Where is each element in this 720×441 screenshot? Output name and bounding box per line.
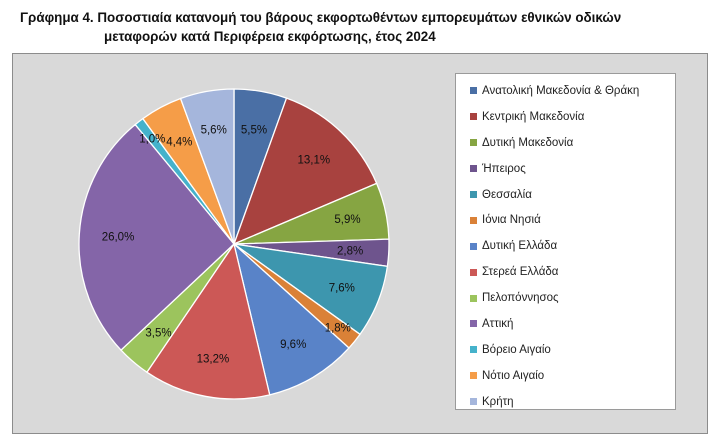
legend-swatch <box>470 268 477 276</box>
pie-slice <box>145 242 271 400</box>
legend-item: Πελοπόννησος <box>470 285 675 311</box>
legend-swatch <box>470 320 477 328</box>
legend-swatch <box>470 242 477 250</box>
legend-label: Νότιο Αιγαίο <box>482 369 545 382</box>
legend-label: Δυτική Μακεδονία <box>482 136 574 149</box>
legend-swatch <box>470 87 477 95</box>
legend-swatch <box>470 216 477 224</box>
data-label: 13,2% <box>197 353 230 365</box>
legend-label: Θεσσαλία <box>482 188 532 201</box>
chart-title: Γράφημα 4. Ποσοστιαία κατανομή του βάρου… <box>20 8 680 46</box>
legend-item: Κρήτη <box>470 389 675 415</box>
legend-item: Ιόνια Νησιά <box>470 207 675 233</box>
legend-item: Βόρειο Αιγαίο <box>470 337 675 363</box>
legend-label: Πελοπόννησος <box>482 292 559 305</box>
legend-label: Δυτική Ελλάδα <box>482 240 558 253</box>
pie-slice <box>232 242 350 396</box>
pie-slice <box>179 88 235 245</box>
legend: Ανατολική Μακεδονία & Θράκη Κεντρική Μακε… <box>455 73 676 410</box>
data-label: 1,8% <box>325 323 351 335</box>
data-label: 5,9% <box>334 214 360 226</box>
legend-label: Κρήτη <box>482 395 514 408</box>
legend-swatch <box>470 113 477 121</box>
legend-label: Στερεά Ελλάδα <box>482 266 559 279</box>
legend-swatch <box>470 398 477 406</box>
data-label: 1,0% <box>139 134 165 146</box>
legend-item: Νότιο Αιγαίο <box>470 363 675 389</box>
legend-swatch <box>470 346 477 354</box>
legend-item: Δυτική Ελλάδα <box>470 233 675 259</box>
data-label: 13,1% <box>297 155 330 167</box>
legend-label: Ήπειρος <box>482 162 526 175</box>
legend-label: Ανατολική Μακεδονία & Θράκη <box>482 84 640 97</box>
legend-item: Αττική <box>470 311 675 337</box>
legend-item: Θεσσαλία <box>470 182 675 208</box>
legend-item: Ανατολική Μακεδονία & Θράκη <box>470 78 675 104</box>
pie-slice <box>232 97 378 246</box>
legend-label: Βόρειο Αιγαίο <box>482 343 551 356</box>
data-label: 26,0% <box>102 232 135 244</box>
data-label: 5,6% <box>201 125 227 137</box>
legend-label: Αττική <box>482 317 514 330</box>
data-label: 3,5% <box>145 327 171 339</box>
legend-item: Στερεά Ελλάδα <box>470 259 675 285</box>
legend-swatch <box>470 139 477 147</box>
data-label: 2,8% <box>337 246 363 258</box>
pie-slice <box>78 123 235 352</box>
chart-title-line-1: Γράφημα 4. Ποσοστιαία κατανομή του βάρου… <box>20 10 622 25</box>
legend-swatch <box>470 191 477 198</box>
legend-label: Κεντρική Μακεδονία <box>482 110 585 123</box>
legend-item: Κεντρική Μακεδονία <box>470 104 675 130</box>
legend-item: Δυτική Μακεδονία <box>470 130 675 156</box>
legend-swatch <box>470 294 477 302</box>
data-label: 7,6% <box>329 283 355 295</box>
data-label: 9,6% <box>280 339 306 351</box>
legend-label: Ιόνια Νησιά <box>482 214 541 227</box>
data-label: 4,4% <box>166 136 192 148</box>
data-label: 5,5% <box>241 125 267 137</box>
legend-swatch <box>470 165 477 173</box>
legend-swatch <box>470 372 477 380</box>
chart-title-line-2: μεταφορών κατά Περιφέρεια εκφόρτωσης, έτ… <box>104 29 436 44</box>
legend-item: Ήπειρος <box>470 156 675 182</box>
